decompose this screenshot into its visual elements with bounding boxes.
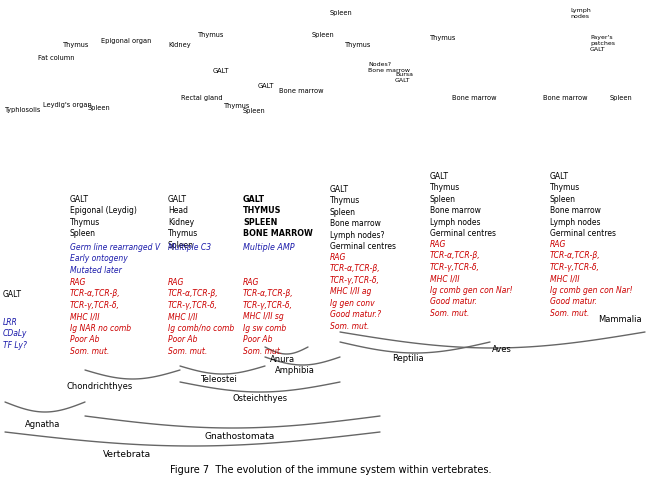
Text: Spleen: Spleen xyxy=(330,10,353,16)
Text: RAG
TCR-α,TCR-β,
TCR-γ,TCR-δ,
MHC I/II ag
Ig gen conv
Good matur.?
Som. mut.: RAG TCR-α,TCR-β, TCR-γ,TCR-δ, MHC I/II a… xyxy=(330,253,381,331)
Text: RAG
TCR-α,TCR-β,
TCR-γ,TCR-δ,
MHC I/II
Ig comb gen con Nar!
Good matur.
Som. mut: RAG TCR-α,TCR-β, TCR-γ,TCR-δ, MHC I/II I… xyxy=(430,240,512,318)
Text: Anura: Anura xyxy=(270,355,295,364)
Text: Multiple AMP: Multiple AMP xyxy=(243,243,295,252)
Text: Multiple C3: Multiple C3 xyxy=(168,243,211,252)
Text: Kidney: Kidney xyxy=(168,42,190,48)
Text: Thymus: Thymus xyxy=(198,32,224,38)
Text: Nodes?
Bone marrow: Nodes? Bone marrow xyxy=(368,62,410,73)
Text: Bone marrow: Bone marrow xyxy=(279,88,323,94)
Text: Payer's
patches
GALT: Payer's patches GALT xyxy=(590,35,615,52)
Text: GALT: GALT xyxy=(3,290,22,299)
Text: Fat column: Fat column xyxy=(38,55,75,61)
Text: Figure 7  The evolution of the immune system within vertebrates.: Figure 7 The evolution of the immune sys… xyxy=(170,465,491,475)
Text: Spleen: Spleen xyxy=(610,95,633,101)
Text: Lymph
nodes: Lymph nodes xyxy=(570,8,591,19)
Text: Spleen: Spleen xyxy=(312,32,334,38)
Text: RAG
TCR-α,TCR-β,
TCR-γ,TCR-δ,
MHC I/II
Ig comb gen con Nar!
Good matur.
Som. mut: RAG TCR-α,TCR-β, TCR-γ,TCR-δ, MHC I/II I… xyxy=(550,240,633,318)
Text: Epigonal organ: Epigonal organ xyxy=(101,38,151,44)
Text: Amphibia: Amphibia xyxy=(275,366,315,375)
Text: GALT
Thymus
Spleen
Bone marrow
Lymph nodes
Germinal centres: GALT Thymus Spleen Bone marrow Lymph nod… xyxy=(430,172,496,238)
Text: Thymus: Thymus xyxy=(430,35,456,41)
Text: GALT
Head
Kidney
Thymus
Spleen: GALT Head Kidney Thymus Spleen xyxy=(168,195,198,250)
Text: Bursa
GALT: Bursa GALT xyxy=(395,72,413,83)
Text: Mammalia: Mammalia xyxy=(598,315,642,324)
Text: Thymus: Thymus xyxy=(224,103,251,109)
Text: Bone marrow: Bone marrow xyxy=(543,95,588,101)
Text: Germ line rearranged V
Early ontogeny
Mutated later: Germ line rearranged V Early ontogeny Mu… xyxy=(70,243,160,275)
Text: Thymus: Thymus xyxy=(345,42,371,48)
Text: GALT
Epigonal (Leydig)
Thymus
Spleen: GALT Epigonal (Leydig) Thymus Spleen xyxy=(70,195,137,238)
Text: Leydig's organ: Leydig's organ xyxy=(43,102,92,108)
Text: Gnathostomata: Gnathostomata xyxy=(205,432,275,441)
Text: RAG
TCR-α,TCR-β,
TCR-γ,TCR-δ,
MHC I/II
Ig NAR no comb
Poor Ab
Som. mut.: RAG TCR-α,TCR-β, TCR-γ,TCR-δ, MHC I/II I… xyxy=(70,278,131,355)
Text: Aves: Aves xyxy=(492,345,512,354)
Text: Thymus: Thymus xyxy=(63,42,89,48)
Text: Reptilia: Reptilia xyxy=(392,354,424,363)
Text: Vertebrata: Vertebrata xyxy=(103,450,151,459)
Text: RAG
TCR-α,TCR-β,
TCR-γ,TCR-δ,
MHC I/II
Ig comb/no comb
Poor Ab
Som. mut.: RAG TCR-α,TCR-β, TCR-γ,TCR-δ, MHC I/II I… xyxy=(168,278,234,355)
Text: Spleen: Spleen xyxy=(88,105,111,111)
Text: GALT
Thymus
Spleen
Bone marrow
Lymph nodes?
Germinal centres: GALT Thymus Spleen Bone marrow Lymph nod… xyxy=(330,185,396,251)
Text: LRR
CDaLy
TF Ly?: LRR CDaLy TF Ly? xyxy=(3,318,27,350)
Text: Agnatha: Agnatha xyxy=(25,420,60,429)
Text: Typhlosolis: Typhlosolis xyxy=(5,107,42,113)
Text: GALT
THYMUS
SPLEEN
BONE MARROW: GALT THYMUS SPLEEN BONE MARROW xyxy=(243,195,313,238)
Text: Rectal gland: Rectal gland xyxy=(181,95,223,101)
Text: GALT: GALT xyxy=(213,68,229,74)
Text: Spleen: Spleen xyxy=(243,108,266,114)
Text: Teleostei: Teleostei xyxy=(200,375,237,384)
Text: GALT
Thymus
Spleen
Bone marrow
Lymph nodes
Germinal centres: GALT Thymus Spleen Bone marrow Lymph nod… xyxy=(550,172,616,238)
Text: Bone marrow: Bone marrow xyxy=(452,95,496,101)
Text: GALT: GALT xyxy=(258,83,274,89)
Text: RAG
TCR-α,TCR-β,
TCR-γ,TCR-δ,
MHC I/II sg
Ig sw comb
Poor Ab
Som. mut.: RAG TCR-α,TCR-β, TCR-γ,TCR-δ, MHC I/II s… xyxy=(243,278,293,355)
Text: Osteichthyes: Osteichthyes xyxy=(233,394,288,403)
Text: Chondrichthyes: Chondrichthyes xyxy=(67,382,133,391)
